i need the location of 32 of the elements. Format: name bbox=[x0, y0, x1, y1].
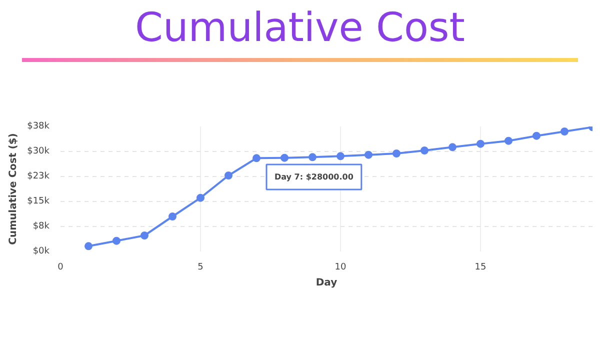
y-tick-label: $38k bbox=[27, 122, 50, 132]
point bbox=[224, 172, 232, 180]
point bbox=[504, 136, 512, 145]
point bbox=[420, 146, 428, 154]
y-tick-label: $15k bbox=[27, 196, 50, 206]
point bbox=[560, 128, 568, 136]
point bbox=[364, 150, 372, 159]
point bbox=[280, 154, 288, 162]
point bbox=[140, 232, 148, 240]
y-axis-title: Cumulative Cost ($) bbox=[8, 133, 20, 245]
point bbox=[392, 150, 400, 158]
point bbox=[336, 152, 344, 160]
y-tick-label: $30k bbox=[27, 146, 50, 156]
point bbox=[448, 143, 456, 152]
chart-title: Cumulative Cost bbox=[134, 4, 466, 53]
x-tick-label: 5 bbox=[198, 262, 204, 272]
x-tick-label: 15 bbox=[474, 262, 486, 272]
point bbox=[112, 236, 120, 245]
x-axis-title: Day bbox=[316, 278, 338, 288]
y-tick-label: $23k bbox=[27, 172, 50, 182]
point bbox=[532, 132, 540, 140]
point bbox=[308, 153, 316, 162]
point bbox=[476, 140, 484, 148]
point bbox=[168, 212, 176, 220]
x-tick-label: 10 bbox=[334, 262, 346, 272]
point bbox=[252, 154, 260, 162]
annotation: Day 7: $28000.00 bbox=[274, 172, 354, 182]
point bbox=[84, 242, 92, 250]
y-tick-label: $8k bbox=[32, 222, 50, 232]
x-tick-label: 0 bbox=[58, 262, 64, 272]
y-tick-label: $0k bbox=[32, 246, 50, 256]
point bbox=[196, 194, 204, 202]
